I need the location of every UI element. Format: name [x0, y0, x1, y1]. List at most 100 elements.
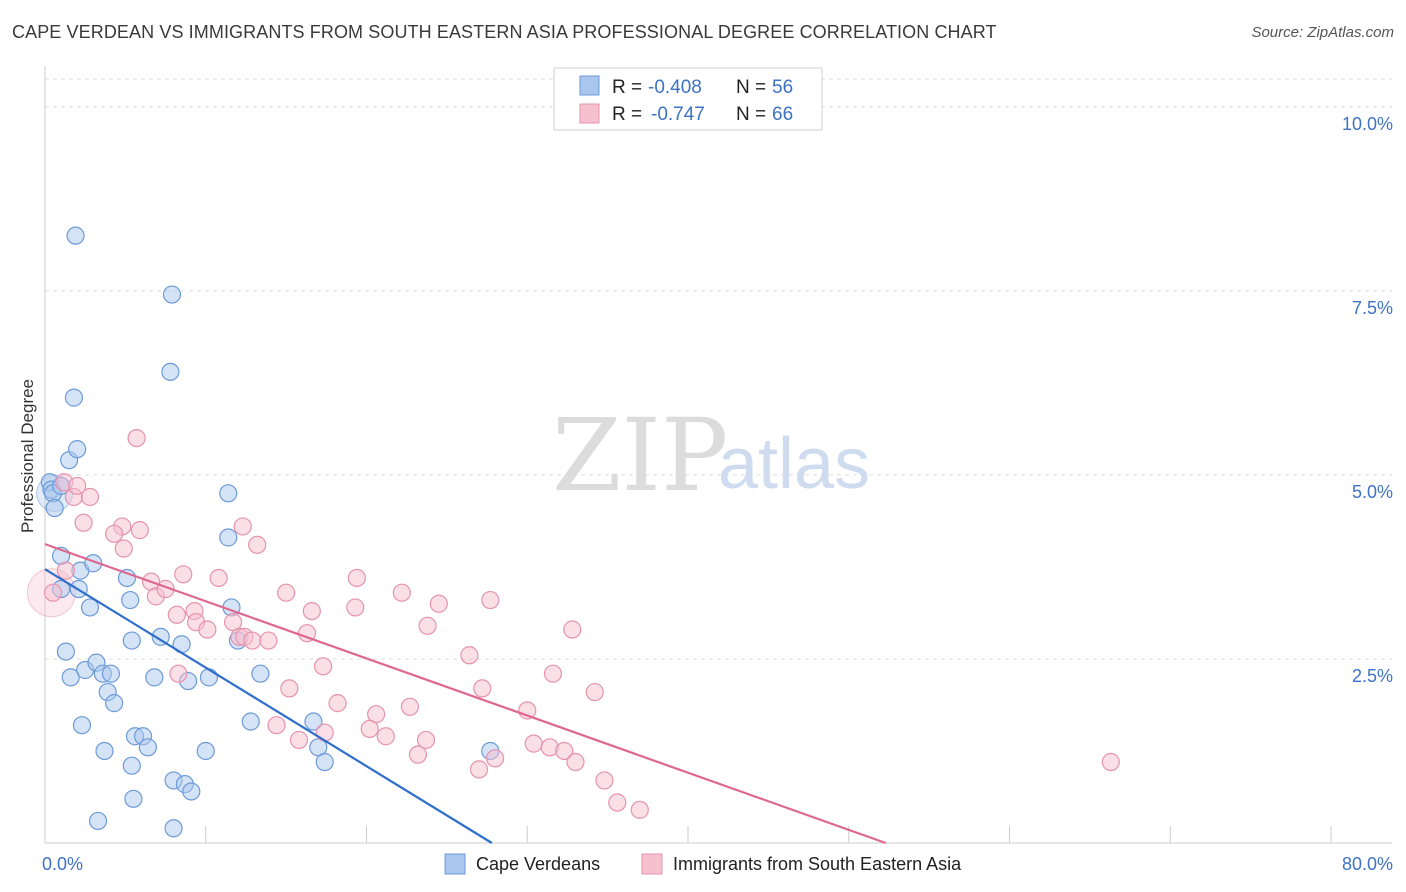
point-pink-56 [524, 734, 543, 753]
point-pink-23 [243, 631, 262, 650]
legend-swatch-pink [579, 103, 600, 124]
point-blue-19 [151, 627, 170, 646]
point-pink-24 [233, 517, 252, 536]
point-pink-62 [608, 793, 627, 812]
x-tick-label-0: 0.0% [42, 854, 83, 874]
point-pink-55 [469, 760, 489, 779]
point-pink-18 [198, 620, 217, 639]
point-pink-3 [68, 476, 87, 496]
point-blue-38 [72, 716, 92, 735]
point-pink-27 [277, 583, 296, 602]
series-legend-label-cape-verdeans: Cape Verdeans [476, 854, 600, 874]
point-blue-51 [182, 782, 201, 801]
point-pink-50 [289, 730, 309, 750]
point-pink-9 [114, 539, 133, 558]
points-layer [26, 226, 1120, 838]
point-pink-45 [400, 697, 420, 716]
point-blue-42 [138, 738, 157, 757]
chart-title: CAPE VERDEAN VS IMMIGRANTS FROM SOUTH EA… [12, 22, 997, 42]
point-pink-37 [429, 594, 448, 613]
point-blue-22 [219, 528, 238, 547]
point-pink-42 [585, 682, 604, 702]
y-tick-label-1: 5.0% [1352, 482, 1393, 502]
point-pink-63 [630, 800, 649, 819]
point-pink-28 [302, 601, 321, 621]
ticks-layer: 2.5% 5.0% 7.5% 10.0% 0.0% 80.0% [42, 114, 1393, 874]
point-pink-60 [169, 664, 188, 683]
point-pink-64 [1101, 752, 1120, 772]
series-legend-swatch-blue [444, 853, 466, 875]
point-blue-31 [101, 664, 121, 683]
point-pink-30 [313, 657, 333, 676]
point-blue-34 [199, 668, 219, 687]
point-pink-49 [267, 716, 286, 735]
point-blue-18 [121, 590, 140, 610]
grid-layer [45, 78, 1392, 660]
series-legend-label-immigrants: Immigrants from South Eastern Asia [673, 854, 962, 874]
point-blue-10 [162, 285, 182, 304]
point-blue-32 [145, 668, 164, 687]
point-blue-44 [122, 756, 141, 775]
trend-layer [44, 543, 887, 845]
point-pink-19 [209, 568, 228, 588]
point-pink-52 [416, 730, 436, 750]
point-pink-39 [481, 590, 500, 610]
watermark-atlas: atlas [718, 424, 870, 504]
y-axis-label: Professional Degree [18, 379, 37, 533]
point-blue-26 [56, 642, 75, 661]
point-blue-54 [164, 819, 183, 838]
point-pink-41 [543, 664, 563, 683]
point-pink-34 [328, 694, 347, 713]
point-pink-54 [486, 749, 505, 768]
point-pink-4 [80, 487, 100, 507]
legend-n-label-1: N = [736, 77, 766, 98]
legend-r-label-2: R = [612, 104, 642, 125]
legend-n-value-2: 66 [772, 104, 793, 125]
point-pink-48 [376, 727, 395, 746]
point-pink-51 [315, 723, 334, 742]
y-tick-label-3: 10.0% [1342, 114, 1393, 134]
point-pink-40 [563, 620, 582, 639]
point-pink-53 [408, 745, 428, 764]
point-blue-48 [315, 752, 334, 772]
point-pink-58 [555, 741, 574, 761]
point-pink-35 [392, 583, 411, 602]
point-pink-14 [167, 605, 186, 624]
point-blue-8 [66, 226, 85, 245]
point-blue-52 [124, 789, 143, 808]
point-blue-41 [95, 741, 114, 761]
x-tick-label-1: 80.0% [1342, 854, 1393, 874]
point-pink-61 [595, 771, 614, 790]
point-pink-38 [460, 646, 479, 665]
point-blue-3 [45, 498, 64, 518]
point-pink-47 [360, 719, 379, 738]
point-pink-15 [174, 565, 193, 584]
watermark-zip: ZIP [552, 397, 728, 514]
point-blue-7 [64, 388, 84, 407]
trend-line-pink [44, 543, 887, 845]
point-pink-10 [127, 428, 146, 448]
point-pink-7 [105, 524, 124, 543]
point-pink-0 [43, 583, 63, 602]
axes-layer [44, 66, 1392, 844]
point-pink-33 [280, 679, 299, 698]
point-blue-20 [122, 631, 141, 650]
point-pink-32 [347, 568, 366, 588]
point-pink-36 [418, 616, 437, 635]
point-pink-43 [473, 679, 492, 698]
point-blue-43 [196, 741, 215, 761]
point-blue-46 [304, 712, 323, 731]
point-blue-6 [68, 440, 87, 459]
legend-r-label-1: R = [612, 77, 642, 98]
point-blue-25 [219, 484, 238, 503]
watermark: ZIP atlas [552, 397, 870, 514]
point-blue-37 [105, 694, 124, 713]
point-blue-45 [241, 712, 260, 731]
correlation-legend: R = -0.408 N = 56 R = -0.747 N = 66 [553, 67, 823, 131]
y-tick-label-2: 7.5% [1352, 298, 1393, 318]
legend-n-value-1: 56 [772, 77, 793, 98]
point-pink-31 [346, 598, 365, 617]
chart-source: Source: ZipAtlas.com [1251, 24, 1394, 41]
trend-line-blue [44, 568, 493, 844]
